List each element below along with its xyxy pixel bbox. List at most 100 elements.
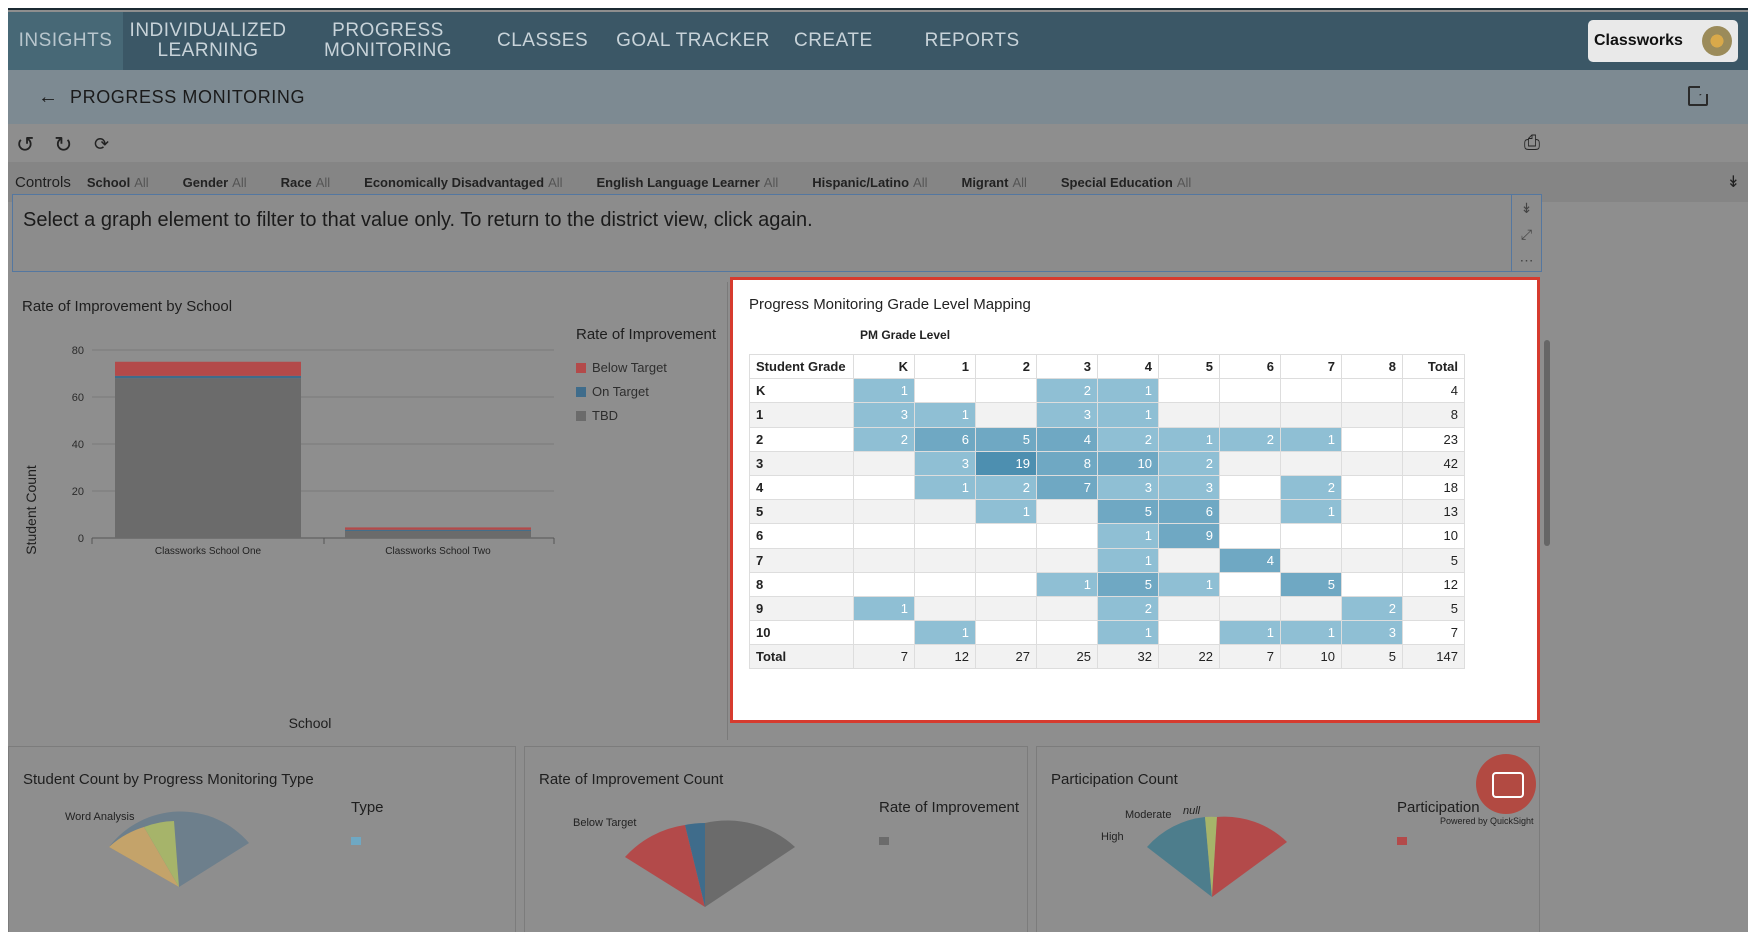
table-cell[interactable] (853, 620, 915, 646)
table-cell[interactable]: 2 (1341, 595, 1403, 622)
table-cell[interactable]: 2 (1158, 450, 1220, 476)
table-cell[interactable]: 1 (1097, 547, 1159, 573)
table-cell[interactable]: 3 (1036, 402, 1098, 428)
table-cell[interactable]: 7 (1402, 620, 1465, 646)
table-cell[interactable]: 1 (1097, 402, 1159, 428)
table-cell[interactable] (1036, 523, 1098, 549)
table-cell[interactable]: 1 (853, 595, 915, 622)
table-cell[interactable]: 32 (1097, 644, 1159, 670)
table-cell[interactable]: 4 (1036, 426, 1098, 452)
nav-classes[interactable]: CLASSES (497, 30, 589, 51)
table-cell[interactable] (975, 378, 1037, 404)
page-scrollbar[interactable] (1544, 340, 1550, 546)
table-cell[interactable] (914, 378, 976, 404)
rate-of-improvement-panel[interactable]: Rate of Improvement by School 0 20 40 60 80 C… (8, 282, 728, 740)
table-cell[interactable] (853, 547, 915, 573)
table-cell[interactable]: 1 (1219, 620, 1281, 646)
table-cell[interactable] (853, 474, 915, 501)
table-cell[interactable]: 2 (1280, 474, 1342, 501)
table-cell[interactable] (1280, 450, 1342, 476)
table-cell[interactable] (853, 571, 915, 597)
table-cell[interactable]: 2 (853, 426, 915, 452)
table-cell[interactable]: 5 (1341, 644, 1403, 670)
table-row[interactable]: 7 1 4 5 (749, 547, 1465, 573)
table-cell[interactable]: 3 (853, 402, 915, 428)
table-cell[interactable]: 2 (975, 474, 1037, 501)
table-cell[interactable]: 25 (1036, 644, 1098, 670)
filter-hispanic-latino[interactable]: Hispanic/Latino All (812, 174, 928, 190)
table-cell[interactable] (1219, 378, 1281, 404)
filter-school[interactable]: School All (86, 174, 149, 190)
nav-insights[interactable]: INSIGHTS (8, 12, 123, 70)
table-cell[interactable] (1341, 523, 1403, 549)
table-cell[interactable]: 1 (1036, 571, 1098, 597)
redo-icon[interactable]: ↻ (54, 132, 73, 157)
table-cell[interactable]: 8 (1036, 450, 1098, 476)
expand-controls-icon[interactable]: ↡ (1726, 174, 1740, 191)
table-cell[interactable]: 1 (1280, 426, 1342, 452)
table-cell[interactable] (1341, 378, 1403, 404)
table-row[interactable]: Total 7 12 27 25 32 22 7 10 5 147 (749, 644, 1465, 670)
table-cell[interactable] (1219, 474, 1281, 501)
table-cell[interactable]: 10 (1280, 644, 1342, 670)
table-cell[interactable] (1158, 620, 1220, 646)
table-cell[interactable]: 23 (1402, 426, 1465, 452)
table-cell[interactable] (853, 523, 915, 549)
table-cell[interactable] (1219, 402, 1281, 428)
table-cell[interactable]: 5 (1097, 499, 1159, 525)
table-cell[interactable] (1219, 571, 1281, 597)
back-arrow-icon[interactable]: ← (38, 85, 58, 108)
table-cell[interactable]: 1 (1158, 426, 1220, 452)
nav-individualized-learning[interactable]: INDIVIDUALIZED LEARNING (129, 20, 287, 61)
table-cell[interactable]: 42 (1402, 450, 1465, 476)
nav-progress-monitoring[interactable]: PROGRESS MONITORING (323, 20, 453, 61)
table-cell[interactable] (1158, 378, 1220, 404)
table-cell[interactable]: 1 (1097, 378, 1159, 404)
table-cell[interactable]: 12 (914, 644, 976, 670)
table-cell[interactable] (914, 571, 976, 597)
filter-special-education[interactable]: Special Education All (1060, 174, 1192, 190)
table-row[interactable]: 5 1 5 6 1 13 (749, 499, 1465, 525)
table-cell[interactable] (1036, 547, 1098, 573)
print-icon[interactable]: ⎙ (1524, 132, 1540, 154)
table-cell[interactable] (1158, 595, 1220, 622)
table-cell[interactable]: 5 (1402, 595, 1465, 622)
table-cell[interactable]: 18 (1402, 474, 1465, 501)
table-cell[interactable]: 1 (1280, 620, 1342, 646)
table-cell[interactable] (853, 450, 915, 476)
table-cell[interactable]: 6 (914, 426, 976, 452)
table-cell[interactable] (1219, 523, 1281, 549)
table-cell[interactable] (914, 499, 976, 525)
table-cell[interactable]: 12 (1402, 571, 1465, 597)
table-cell[interactable] (1219, 499, 1281, 525)
table-cell[interactable]: 9 (1158, 523, 1220, 549)
participation-pie[interactable] (1037, 747, 1541, 932)
roi-count-panel[interactable]: Rate of Improvement Count Rate of Improv… (524, 746, 1028, 932)
table-cell[interactable]: 8 (1402, 402, 1465, 428)
table-cell[interactable] (1341, 571, 1403, 597)
table-cell[interactable] (975, 571, 1037, 597)
table-row[interactable]: 6 1 9 10 (749, 523, 1465, 549)
table-cell[interactable]: 10 (1402, 523, 1465, 549)
table-cell[interactable] (1341, 450, 1403, 476)
table-cell[interactable]: 22 (1158, 644, 1220, 670)
table-cell[interactable] (914, 595, 976, 622)
table-cell[interactable] (1158, 547, 1220, 573)
table-cell[interactable]: 3 (1158, 474, 1220, 501)
table-cell[interactable]: 19 (975, 450, 1037, 476)
table-cell[interactable] (975, 402, 1037, 428)
table-cell[interactable]: 5 (1280, 571, 1342, 597)
table-cell[interactable]: 4 (1219, 547, 1281, 573)
table-cell[interactable] (1219, 450, 1281, 476)
undo-icon[interactable]: ↺ (16, 132, 35, 157)
roi-bar-chart[interactable]: 0 20 40 60 80 Classworks School One Classworks… (8, 282, 728, 742)
table-cell[interactable] (1036, 595, 1098, 622)
more-options-icon[interactable]: ⋯ (1519, 252, 1534, 268)
table-cell[interactable]: 1 (914, 620, 976, 646)
table-row[interactable]: 8 1 5 1 5 12 (749, 571, 1465, 597)
participation-panel[interactable]: Participation Count Participation Modera… (1036, 746, 1540, 932)
table-cell[interactable] (914, 523, 976, 549)
table-cell[interactable]: 2 (1097, 595, 1159, 622)
